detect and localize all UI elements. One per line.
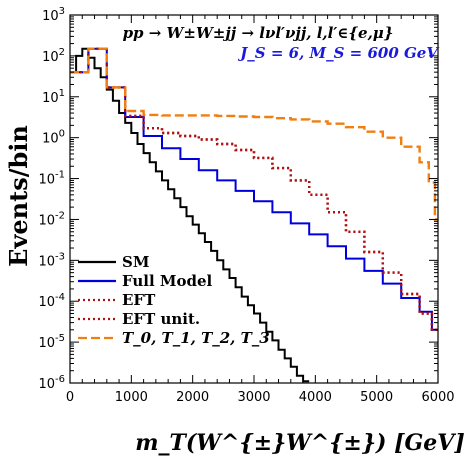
- y-axis-label: Events/bin: [4, 125, 33, 267]
- x-tick-label: 4000: [299, 390, 332, 405]
- legend-label: T_0, T_1, T_2, T_3: [122, 329, 270, 347]
- legend-label: EFT unit.: [122, 310, 200, 328]
- y-tick-label: 10-1: [38, 170, 65, 188]
- x-tick-label: 0: [66, 390, 74, 405]
- parameters-annotation: J_S = 6, M_S = 600 GeV: [237, 44, 439, 62]
- y-tick-label: 10-3: [38, 251, 65, 269]
- y-tick-label: 103: [42, 6, 65, 24]
- legend-label: SM: [122, 253, 149, 271]
- y-tick-label: 10-6: [38, 374, 65, 392]
- axes: 0 1000 2000 3000 4000 5000 6000 10-6 10-5 10-4 10-…: [38, 6, 454, 405]
- x-tick-label: 2000: [176, 390, 209, 405]
- series-sm: [70, 47, 310, 383]
- x-axis-label: m_T(W^{±}W^{±}) [GeV]: [135, 430, 464, 456]
- plot-area: [70, 47, 438, 383]
- x-tick-label: 3000: [237, 390, 270, 405]
- y-tick-label: 101: [42, 88, 65, 106]
- legend-label: Full Model: [122, 272, 213, 290]
- x-tick-label: 5000: [360, 390, 393, 405]
- legend-label: EFT: [122, 291, 156, 309]
- y-tick-label: 102: [42, 47, 65, 65]
- y-tick-label: 10-2: [38, 210, 65, 228]
- process-annotation: pp → W±W±jj → lνl′νjj, l,l′∈{e,μ}: [123, 24, 394, 42]
- x-tick-label: 1000: [115, 390, 148, 405]
- series-t-0-t-1-t-2-t-3: [70, 47, 438, 221]
- y-tick-label: 10-5: [38, 333, 65, 351]
- y-tick-label: 10-4: [38, 292, 65, 310]
- series-eft-unit: [70, 47, 438, 331]
- x-tick-label: 6000: [421, 390, 454, 405]
- y-tick-label: 100: [42, 129, 65, 147]
